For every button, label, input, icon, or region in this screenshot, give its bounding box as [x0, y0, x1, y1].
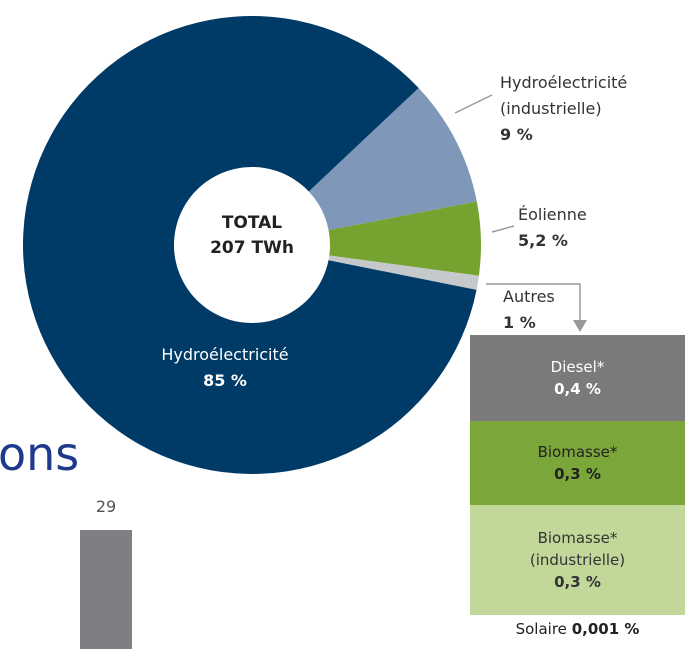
breakdown-box: Biomasse* (industrielle) 0,3 % — [470, 505, 685, 615]
footer-name: Solaire — [515, 620, 567, 638]
slice — [308, 87, 477, 231]
slice — [328, 255, 479, 290]
slice-name: Éolienne — [518, 205, 587, 224]
center-label: TOTAL — [222, 213, 282, 233]
footer-label: Solaire 0,001 % — [470, 620, 685, 638]
arrow — [573, 320, 587, 332]
slice — [328, 201, 481, 276]
slice-label: Hydroélectricité (industrielle) 9 % — [500, 70, 660, 148]
breakdown-box: Biomasse* 0,3 % — [470, 421, 685, 505]
leader-line — [454, 94, 493, 114]
slice-value: 85 % — [203, 371, 247, 390]
slice-value: 9 % — [500, 125, 533, 144]
slice — [22, 15, 477, 474]
bar-label: 29 — [96, 497, 116, 516]
footer-value: 0,001 % — [571, 620, 640, 638]
slice-name: Hydroélectricité (industrielle) — [500, 73, 628, 118]
breakdown-box: Diesel* 0,4 % — [470, 335, 685, 421]
center-label: 207 TWh — [210, 238, 294, 258]
box-name: Diesel* — [550, 358, 605, 376]
slice-name: Autres — [503, 287, 555, 306]
slice-label: Hydroélectricité 85 % — [125, 342, 325, 394]
leader-line — [486, 283, 581, 322]
slice-value: 1 % — [503, 313, 536, 332]
slice-label: Éolienne 5,2 % — [518, 202, 587, 254]
box-value: 0,3 % — [554, 465, 601, 483]
heading-fragment: ons — [0, 427, 79, 481]
slice-value: 5,2 % — [518, 231, 568, 250]
box-value: 0,3 % — [554, 573, 601, 591]
box-name: Biomasse* — [537, 443, 618, 461]
leader-line — [491, 225, 515, 233]
slice-label: Autres 1 % — [503, 284, 555, 336]
box-value: 0,4 % — [554, 380, 601, 398]
slice-name: Hydroélectricité — [161, 345, 289, 364]
bar — [80, 530, 132, 649]
box-name: Biomasse* (industrielle) — [529, 529, 626, 569]
